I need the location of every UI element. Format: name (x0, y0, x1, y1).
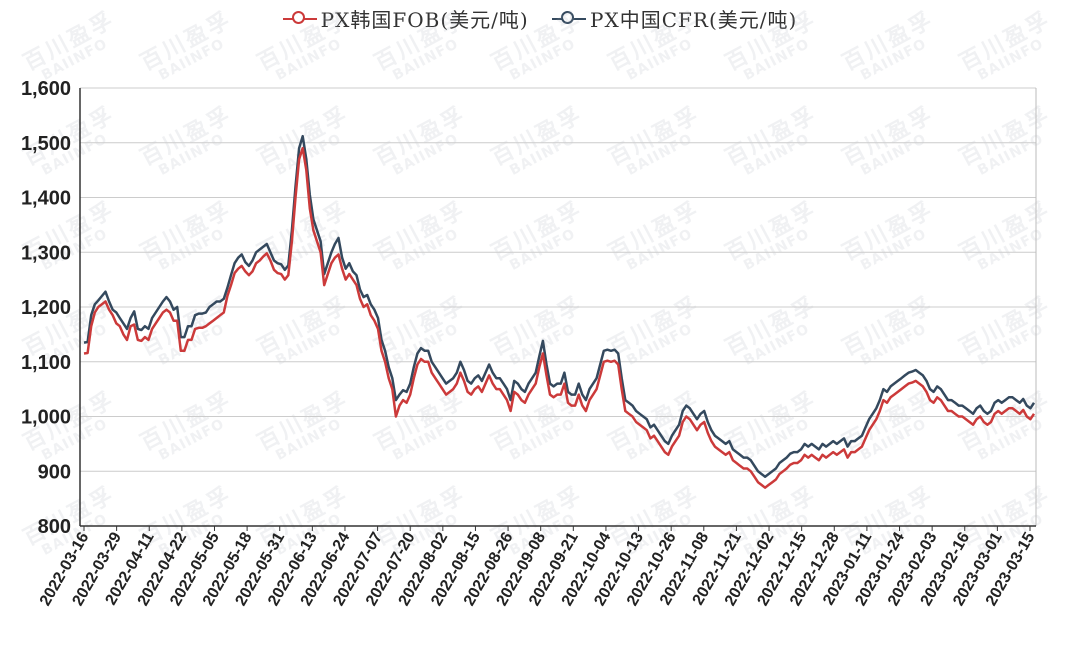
y-tick-label: 900 (38, 461, 71, 483)
y-tick-label: 1,300 (21, 242, 71, 264)
series-line-korea-fob (83, 146, 1036, 489)
y-tick-label: 1,600 (21, 78, 71, 100)
y-tick-label: 1,000 (21, 407, 71, 429)
legend-marker-icon (552, 8, 587, 30)
y-tick-label: 1,100 (21, 352, 71, 374)
series-line-china-cfr (83, 134, 1036, 478)
y-tick-label: 1,400 (21, 188, 71, 210)
y-tick-label: 800 (38, 516, 71, 538)
legend-item-korea-fob[interactable]: PX韩国FOB(美元/吨) (282, 4, 529, 33)
legend-label: PX中国CFR(美元/吨) (590, 8, 798, 32)
legend-item-china-cfr[interactable]: PX中国CFR(美元/吨) (552, 4, 797, 33)
chart-legend: PX韩国FOB(美元/吨) PX中国CFR(美元/吨) (0, 4, 1080, 35)
y-tick-label: 1,200 (21, 297, 71, 319)
legend-label: PX韩国FOB(美元/吨) (320, 8, 529, 32)
legend-marker-icon (282, 8, 317, 30)
y-tick-label: 1,500 (21, 133, 71, 155)
